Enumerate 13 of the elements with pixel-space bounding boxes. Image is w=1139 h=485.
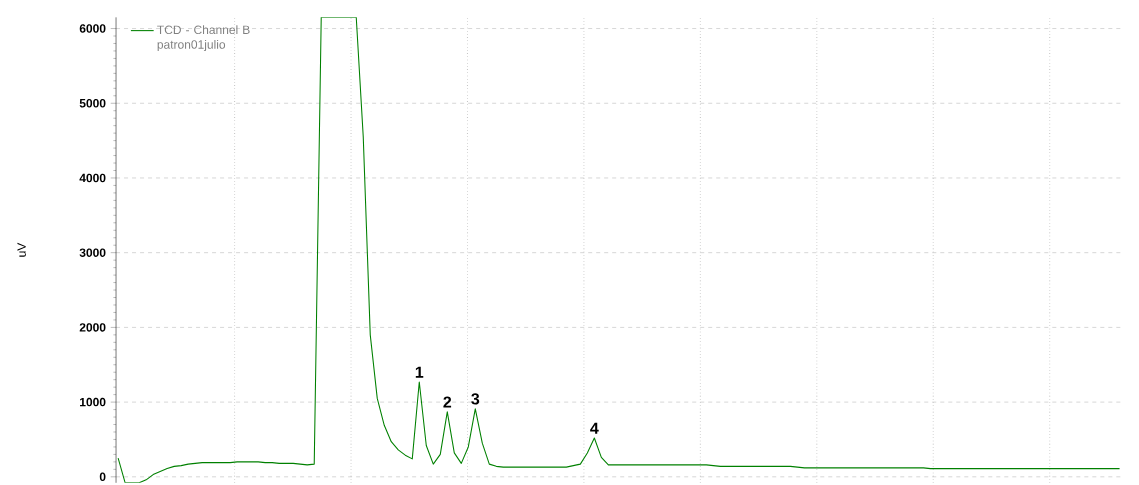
y-tick-label: 5000 [79,98,106,108]
legend-label: TCD - Channel B patron01julio [157,25,250,51]
annotation: 1 [415,366,424,378]
y-axis-title: uV [17,242,26,257]
y-tick-label: 2000 [79,322,106,332]
y-tick-label: 4000 [79,173,106,182]
annotation: 3 [471,392,480,405]
y-tick-label: 6000 [79,24,106,33]
y-tick-label: 0 [99,472,106,481]
annotation: 2 [443,396,452,408]
y-tick-label: 1000 [80,397,106,407]
annotation: 4 [590,422,599,434]
y-tick-label: 3000 [79,248,106,257]
